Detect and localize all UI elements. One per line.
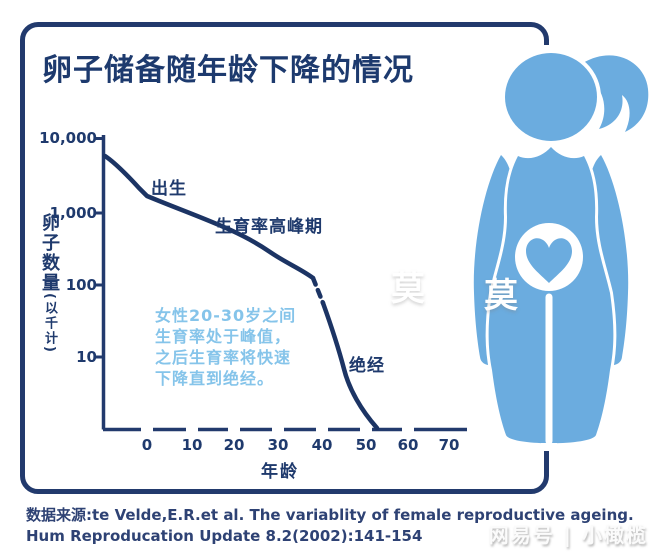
x-tick-60: 60: [397, 436, 419, 454]
annotation-line-3: 之后生育率将快速: [155, 348, 292, 367]
y-axis-title-sub: (以千计): [42, 293, 57, 354]
watermark-publisher: 网易号 | 小橄榄: [488, 523, 648, 547]
page-title: 卵子储备随年龄下降的情况: [42, 53, 414, 88]
source-line-1: 数据来源:te Velde,E.R.et al. The variablity …: [26, 506, 634, 524]
y-tick-100: 100: [65, 276, 97, 294]
x-axis-title: 年龄: [261, 462, 299, 482]
egg-count-curve-menopause-drop: [320, 300, 380, 431]
x-tick-10: 10: [181, 436, 203, 454]
watermark-glyph-left: 莫: [391, 269, 425, 309]
label-birth: 出生: [151, 179, 187, 199]
x-tick-40: 40: [311, 436, 333, 454]
y-tick-10: 10: [76, 348, 97, 366]
watermark-glyph-right: 莫: [484, 276, 518, 316]
annotation-line-4: 下降直到绝经。: [155, 369, 275, 388]
egg-count-curve-dashed: [310, 275, 326, 306]
x-tick-20: 20: [223, 436, 245, 454]
y-axis-title-main: 卵子数量: [39, 213, 60, 293]
y-axis-title: 卵子数量(以千计): [36, 213, 62, 354]
y-axis-ticks: [95, 137, 103, 359]
annotation-line-1: 女性20-30岁之间: [155, 306, 297, 325]
x-tick-50: 50: [355, 436, 377, 454]
fertility-annotation: 女性20-30岁之间 生育率处于峰值， 之后生育率将快速 下降直到绝经。: [155, 305, 296, 389]
egg-count-curve-main: [102, 153, 316, 281]
data-source-citation: 数据来源:te Velde,E.R.et al. The variablity …: [26, 505, 634, 547]
annotation-line-2: 生育率处于峰值，: [155, 327, 292, 346]
label-menopause: 绝经: [349, 356, 385, 376]
figure-foot-mask: [541, 443, 557, 451]
x-tick-70: 70: [438, 436, 460, 454]
pregnant-woman-illustration: [470, 45, 653, 451]
x-tick-30: 30: [267, 436, 289, 454]
x-tick-0: 0: [141, 436, 153, 454]
y-tick-10000: 10,000: [39, 129, 97, 147]
source-line-2: Hum Reproducation Update 8.2(2002):141-1…: [26, 527, 423, 545]
heart-icon: [526, 238, 572, 283]
label-peak-fertility: 生育率高峰期: [215, 217, 323, 237]
y-tick-1000: 1,000: [49, 204, 97, 222]
head-icon: [501, 49, 601, 145]
